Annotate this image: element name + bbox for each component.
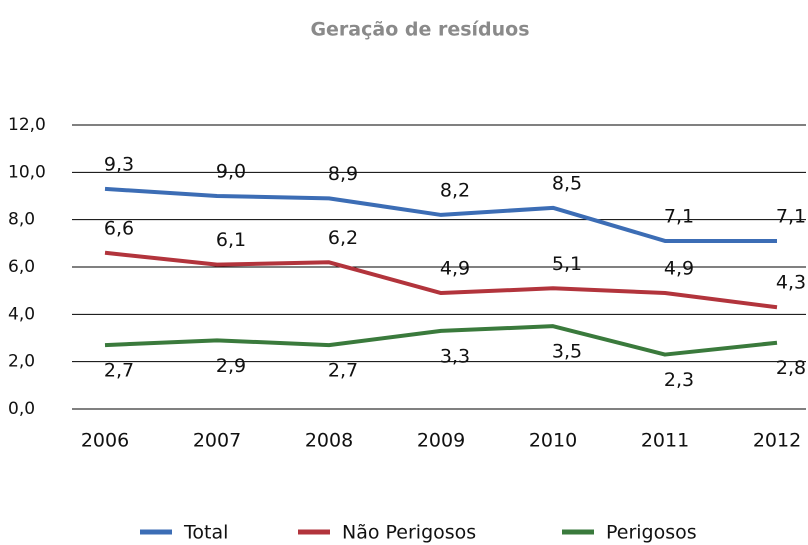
x-tick-label: 2009 (417, 430, 465, 452)
data-label: 3,5 (552, 341, 582, 363)
series-line (104, 324, 778, 357)
data-label: 2,7 (104, 360, 134, 382)
y-tick-label: 12,0 (8, 115, 46, 135)
data-label: 6,2 (328, 227, 358, 249)
x-tick-label: 2007 (193, 430, 241, 452)
data-label: 4,9 (664, 258, 694, 280)
y-tick-label: 10,0 (8, 162, 46, 182)
legend-label: Não Perigosos (342, 522, 476, 544)
data-label: 2,7 (328, 360, 358, 382)
series-line (104, 250, 778, 310)
data-label: 8,9 (328, 163, 358, 185)
data-label: 2,9 (216, 355, 246, 377)
data-label: 2,3 (664, 369, 694, 391)
legend-label: Total (183, 522, 228, 544)
data-label: 7,1 (664, 205, 694, 227)
x-tick-label: 2006 (81, 430, 129, 452)
data-label: 9,3 (104, 153, 134, 175)
data-label: 8,2 (440, 179, 470, 201)
data-label: 6,6 (104, 217, 134, 239)
x-tick-label: 2012 (753, 430, 801, 452)
chart-title: Geração de resíduos (310, 19, 529, 41)
data-label: 6,1 (216, 229, 246, 251)
data-label: 5,1 (552, 253, 582, 275)
x-tick-label: 2010 (529, 430, 577, 452)
data-label: 9,0 (216, 161, 246, 183)
x-tick-label: 2011 (641, 430, 689, 452)
y-tick-label: 8,0 (8, 210, 35, 230)
data-label: 3,3 (440, 345, 470, 367)
data-label: 7,1 (776, 205, 806, 227)
y-tick-label: 0,0 (8, 399, 35, 419)
y-tick-label: 6,0 (8, 257, 35, 277)
y-tick-label: 2,0 (8, 352, 35, 372)
data-label: 8,5 (552, 172, 582, 194)
y-tick-label: 4,0 (8, 304, 35, 324)
data-label: 2,8 (776, 357, 806, 379)
data-label: 4,3 (776, 272, 806, 294)
data-label: 4,9 (440, 258, 470, 280)
series-line (104, 186, 777, 243)
x-tick-label: 2008 (305, 430, 353, 452)
legend-label: Perigosos (606, 522, 697, 544)
